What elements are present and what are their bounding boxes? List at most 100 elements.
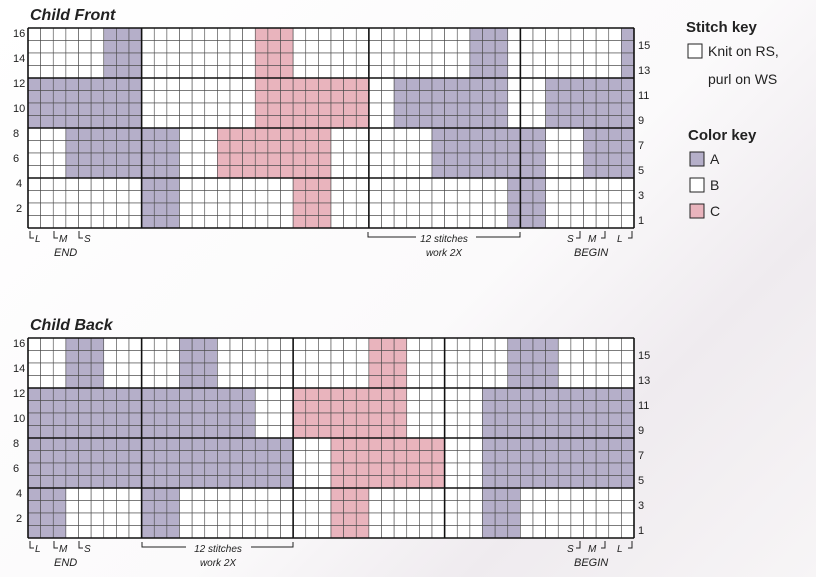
- stitch-cell: [570, 90, 584, 104]
- stitch-cell: [381, 387, 395, 401]
- stitch-cell: [595, 190, 610, 204]
- stitch-cell: [393, 487, 408, 501]
- child-back-footer: [29, 541, 633, 549]
- stitch-cell: [292, 40, 307, 54]
- stitch-cell: [292, 512, 307, 526]
- stitch-cell: [621, 152, 635, 166]
- stitch-cell: [217, 450, 231, 464]
- stitch-cell: [406, 127, 420, 141]
- stitch-cell: [267, 102, 281, 116]
- stitch-cell: [608, 462, 622, 476]
- stitch-cell: [381, 500, 395, 514]
- stitch-cell: [141, 177, 155, 191]
- stitch-cell: [545, 450, 559, 464]
- stitch-cell: [595, 400, 610, 414]
- stitch-cell: [217, 77, 231, 91]
- stitch-cell: [292, 387, 307, 401]
- stitch-cell: [27, 375, 41, 389]
- stitch-cell: [393, 412, 408, 426]
- stitch-cell: [305, 27, 319, 41]
- stitch-cell: [166, 487, 180, 501]
- stitch-cell: [406, 165, 420, 179]
- stitch-cell: [280, 500, 294, 514]
- stitch-cell: [318, 425, 332, 439]
- stitch-cell: [217, 115, 231, 129]
- stitch-cell: [545, 362, 559, 376]
- stitch-cell: [532, 165, 546, 179]
- end-label: END: [54, 557, 77, 569]
- stitch-cell: [608, 190, 622, 204]
- stitch-cell: [128, 190, 142, 204]
- stitch-cell: [141, 40, 155, 54]
- stitch-cell: [280, 362, 294, 376]
- stitch-cell: [456, 437, 471, 451]
- stitch-cell: [330, 177, 344, 191]
- stitch-cell: [318, 102, 332, 116]
- stitch-cell: [254, 215, 269, 229]
- stitch-cell: [267, 190, 281, 204]
- stitch-cell: [318, 127, 332, 141]
- stitch-cell: [242, 115, 256, 129]
- size-bracket: [576, 541, 581, 549]
- row-number: 2: [16, 203, 22, 215]
- stitch-cell: [431, 40, 445, 54]
- stitch-cell: [229, 487, 243, 501]
- stitch-cell: [40, 40, 54, 54]
- stitch-cell: [355, 115, 370, 129]
- stitch-cell: [179, 525, 193, 539]
- stitch-cell: [343, 52, 357, 66]
- stitch-cell: [65, 165, 79, 179]
- stitch-cell: [469, 462, 483, 476]
- stitch-cell: [583, 202, 597, 216]
- stitch-cell: [368, 487, 382, 501]
- stitch-cell: [191, 512, 206, 526]
- stitch-cell: [532, 362, 546, 376]
- stitch-cell: [166, 140, 180, 154]
- stitch-cell: [482, 177, 496, 191]
- stitch-cell: [128, 77, 142, 91]
- stitch-cell: [406, 40, 420, 54]
- stitch-cell: [456, 337, 471, 351]
- stitch-cell: [217, 387, 231, 401]
- stitch-cell: [229, 375, 243, 389]
- stitch-cell: [595, 152, 610, 166]
- stitch-cell: [179, 475, 193, 489]
- stitch-cell: [191, 65, 206, 79]
- stitch-cell: [406, 525, 420, 539]
- stitch-cell: [78, 165, 92, 179]
- stitch-cell: [204, 350, 218, 364]
- stitch-cell: [595, 40, 610, 54]
- stitch-cell: [103, 525, 117, 539]
- stitch-cell: [608, 362, 622, 376]
- stitch-cell: [65, 177, 79, 191]
- stitch-cell: [103, 437, 117, 451]
- stitch-cell: [305, 152, 319, 166]
- stitch-cell: [494, 90, 509, 104]
- stitch-cell: [280, 487, 294, 501]
- stitch-cell: [280, 375, 294, 389]
- stitch-cell: [368, 400, 382, 414]
- stitch-cell: [406, 90, 420, 104]
- stitch-cell: [141, 115, 155, 129]
- stitch-cell: [520, 525, 534, 539]
- stitch-cell: [621, 177, 635, 191]
- stitch-cell: [595, 350, 610, 364]
- stitch-cell: [27, 487, 41, 501]
- stitch-cell: [280, 90, 294, 104]
- stitch-cell: [444, 375, 458, 389]
- stitch-cell: [191, 412, 206, 426]
- stitch-cell: [482, 400, 496, 414]
- stitch-cell: [78, 140, 92, 154]
- stitch-cell: [217, 102, 231, 116]
- stitch-cell: [330, 140, 344, 154]
- stitch-cell: [406, 140, 420, 154]
- stitch-cell: [444, 425, 458, 439]
- row-number: 13: [638, 375, 650, 387]
- stitch-cell: [128, 165, 142, 179]
- stitch-cell: [229, 215, 243, 229]
- stitch-cell: [305, 102, 319, 116]
- stitch-cell: [116, 127, 130, 141]
- stitch-cell: [355, 177, 370, 191]
- stitch-cell: [65, 190, 79, 204]
- stitch-cell: [570, 362, 584, 376]
